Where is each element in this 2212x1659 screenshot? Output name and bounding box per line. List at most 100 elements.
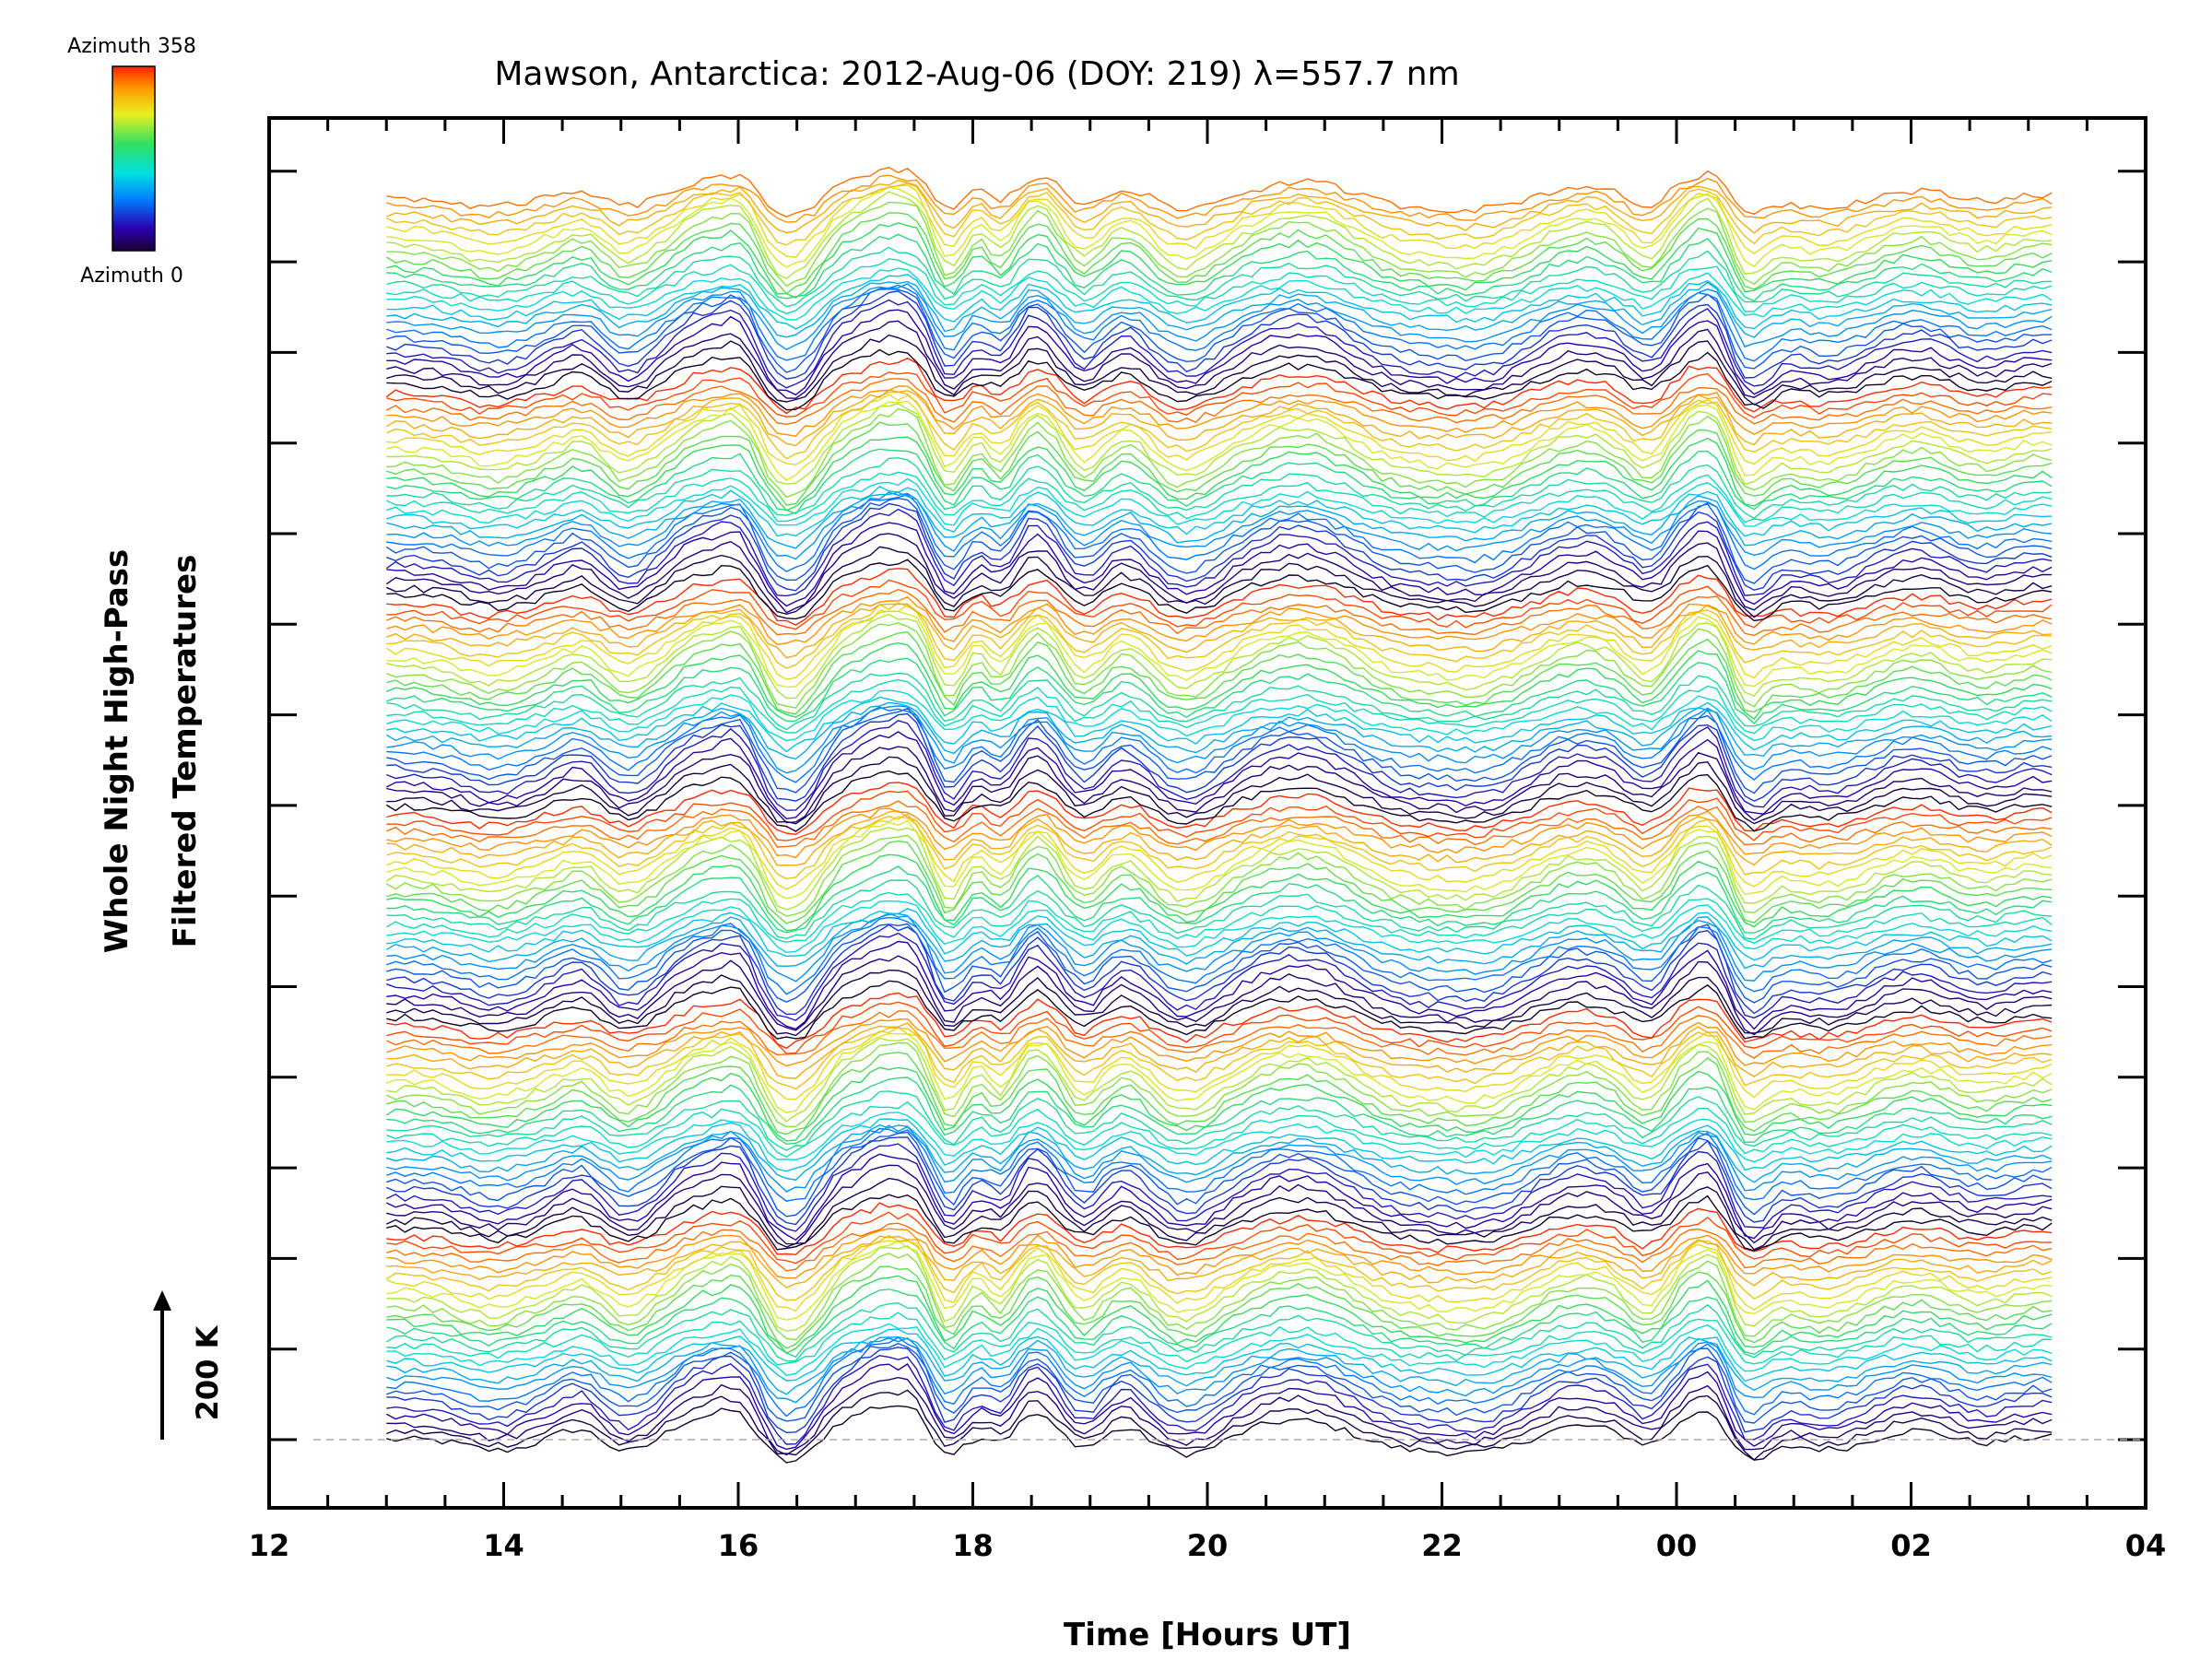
series-line — [386, 924, 2053, 1016]
x-tick-label: 02 — [1890, 1528, 1932, 1563]
series-line — [386, 689, 2053, 742]
series-line — [386, 1228, 2053, 1279]
series-line — [386, 1131, 2053, 1218]
series-line — [386, 201, 2053, 288]
scale-bar: 200 K — [153, 1290, 225, 1440]
series-line — [386, 391, 2053, 460]
series-line — [386, 403, 2053, 486]
x-tick-label: 12 — [249, 1528, 290, 1563]
series-line — [386, 1026, 2053, 1100]
series-line — [386, 853, 2053, 932]
series-line — [386, 1001, 2053, 1054]
series-line — [386, 1342, 2053, 1424]
series-line — [386, 290, 2053, 380]
series-line — [386, 421, 2053, 506]
x-tick-label: 18 — [952, 1528, 994, 1563]
series-line — [386, 602, 2053, 669]
series-line — [385, 1301, 2053, 1362]
series-line — [386, 641, 2053, 721]
series-line — [386, 706, 2053, 783]
series-line — [386, 579, 2053, 630]
x-tick-label: 04 — [2125, 1528, 2167, 1563]
series-line — [386, 630, 2053, 715]
series-line — [386, 1211, 2053, 1265]
series-line — [386, 491, 2053, 560]
series-line — [386, 756, 2053, 825]
series-line — [385, 1153, 2053, 1241]
series-line — [386, 609, 2053, 688]
series-line — [386, 408, 2053, 499]
series-line — [386, 1245, 2053, 1332]
series-line — [386, 1051, 2053, 1135]
series-line — [386, 992, 2053, 1050]
series-line — [386, 1265, 2053, 1349]
series-line — [386, 782, 2053, 836]
series-line — [386, 595, 2053, 646]
series-line — [386, 1253, 2053, 1341]
series-line — [386, 1027, 2053, 1090]
series-line — [386, 807, 2053, 859]
series-line — [386, 1124, 2053, 1183]
series-line — [386, 672, 2053, 731]
series-line — [386, 400, 2053, 481]
colorbar-top-label: Azimuth 358 — [67, 35, 196, 58]
series-line — [386, 546, 2053, 618]
series-line — [385, 604, 2053, 680]
series-line — [385, 1363, 2053, 1451]
series-line — [385, 1066, 2053, 1142]
series-line — [386, 320, 2053, 399]
series-line — [386, 746, 2053, 824]
series-line — [386, 258, 2053, 314]
series-line — [386, 1136, 2053, 1226]
series-line — [386, 246, 2053, 308]
series-line — [385, 770, 2053, 832]
series-line — [386, 385, 2053, 437]
colorbar — [112, 65, 156, 252]
series-line — [386, 1077, 2053, 1146]
series-line — [386, 696, 2053, 753]
series-line — [386, 969, 2053, 1037]
series-line — [386, 288, 2053, 373]
series-line — [386, 800, 2053, 848]
series-line — [386, 371, 2053, 418]
series-line — [386, 1328, 2053, 1382]
series-line — [386, 1118, 2053, 1172]
series-line — [386, 810, 2053, 866]
series-line — [386, 1143, 2053, 1232]
series-line — [386, 916, 2053, 995]
series-line — [386, 1235, 2053, 1288]
series-line — [386, 1376, 2053, 1456]
series-line — [386, 1405, 2053, 1464]
series-line — [386, 865, 2053, 934]
series-line — [386, 267, 2053, 321]
series-line — [385, 1234, 2053, 1301]
y-axis-label-line1: Whole Night High-Pass — [99, 549, 135, 954]
plot-frame — [267, 116, 2147, 1510]
series-line — [386, 1022, 2053, 1079]
series-line — [386, 282, 2053, 351]
series-line — [385, 912, 2053, 970]
series-line — [386, 840, 2053, 924]
series-line — [386, 1194, 2053, 1252]
series-line — [386, 299, 2053, 389]
series-line — [386, 712, 2053, 802]
series-line — [386, 274, 2053, 330]
series-line — [385, 378, 2053, 426]
series-line — [386, 705, 2053, 774]
series-line — [386, 1164, 2053, 1245]
series-line — [386, 491, 2053, 549]
series-line — [386, 448, 2053, 515]
series-line — [386, 940, 2053, 1030]
series-line — [386, 932, 2053, 1021]
x-tick-label: 16 — [718, 1528, 759, 1563]
series-line — [386, 471, 2053, 524]
series-line — [386, 559, 2053, 622]
series-line — [386, 1037, 2053, 1123]
scale-bar-label: 200 K — [190, 1324, 225, 1420]
series-line — [386, 522, 2053, 607]
series-line — [386, 657, 2053, 725]
series-line — [386, 1127, 2053, 1202]
series-line — [386, 309, 2053, 396]
series-line — [385, 826, 2053, 911]
series-line — [386, 1336, 2053, 1418]
